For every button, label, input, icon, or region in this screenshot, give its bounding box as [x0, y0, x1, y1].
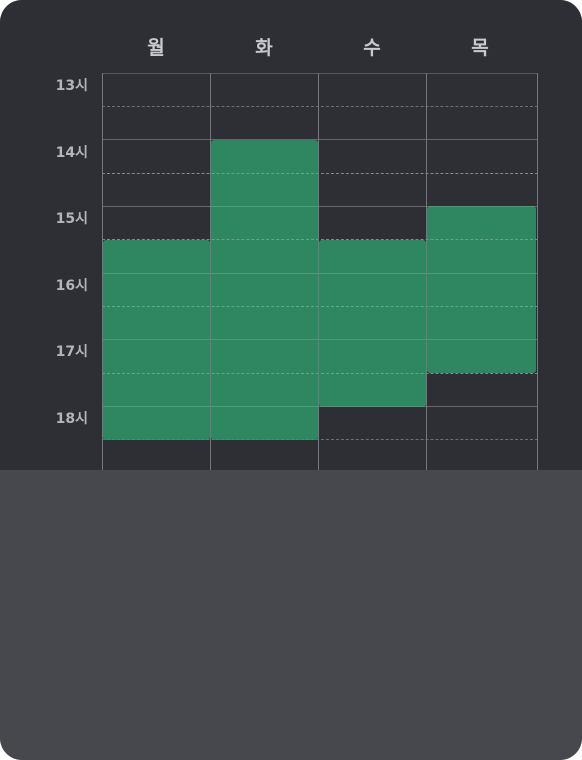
hour-label-18: 18시 — [55, 411, 88, 427]
time-block-4[interactable] — [427, 206, 536, 373]
day-header-wed: 수 — [363, 37, 381, 59]
bottom-panel — [0, 470, 582, 760]
time-grid[interactable] — [102, 73, 538, 470]
half-hour-line — [102, 173, 538, 174]
half-hour-line — [102, 439, 538, 440]
hour-label-17: 17시 — [55, 344, 88, 360]
hour-label-14: 14시 — [55, 145, 88, 161]
hour-line — [102, 139, 538, 140]
hour-line — [102, 206, 538, 207]
column-divider — [537, 73, 538, 470]
time-block-1[interactable] — [103, 240, 210, 440]
column-divider — [318, 73, 319, 470]
day-header-mon: 월 — [147, 37, 165, 59]
hour-label-16: 16시 — [55, 278, 88, 294]
half-hour-line — [102, 239, 538, 240]
weekly-schedule-grid: 월 화 수 목 13시 14시 15시 16시 17시 18시 — [0, 0, 582, 470]
column-divider — [102, 73, 103, 470]
hour-label-15: 15시 — [55, 211, 88, 227]
half-hour-line — [102, 106, 538, 107]
hour-label-13: 13시 — [55, 78, 88, 94]
hour-line — [102, 73, 538, 74]
column-divider — [210, 73, 211, 470]
column-divider — [426, 73, 427, 470]
time-block-2[interactable] — [211, 140, 318, 440]
time-block-3[interactable] — [319, 240, 426, 407]
day-header-tue: 화 — [255, 37, 273, 59]
day-header-thu: 목 — [471, 37, 489, 59]
